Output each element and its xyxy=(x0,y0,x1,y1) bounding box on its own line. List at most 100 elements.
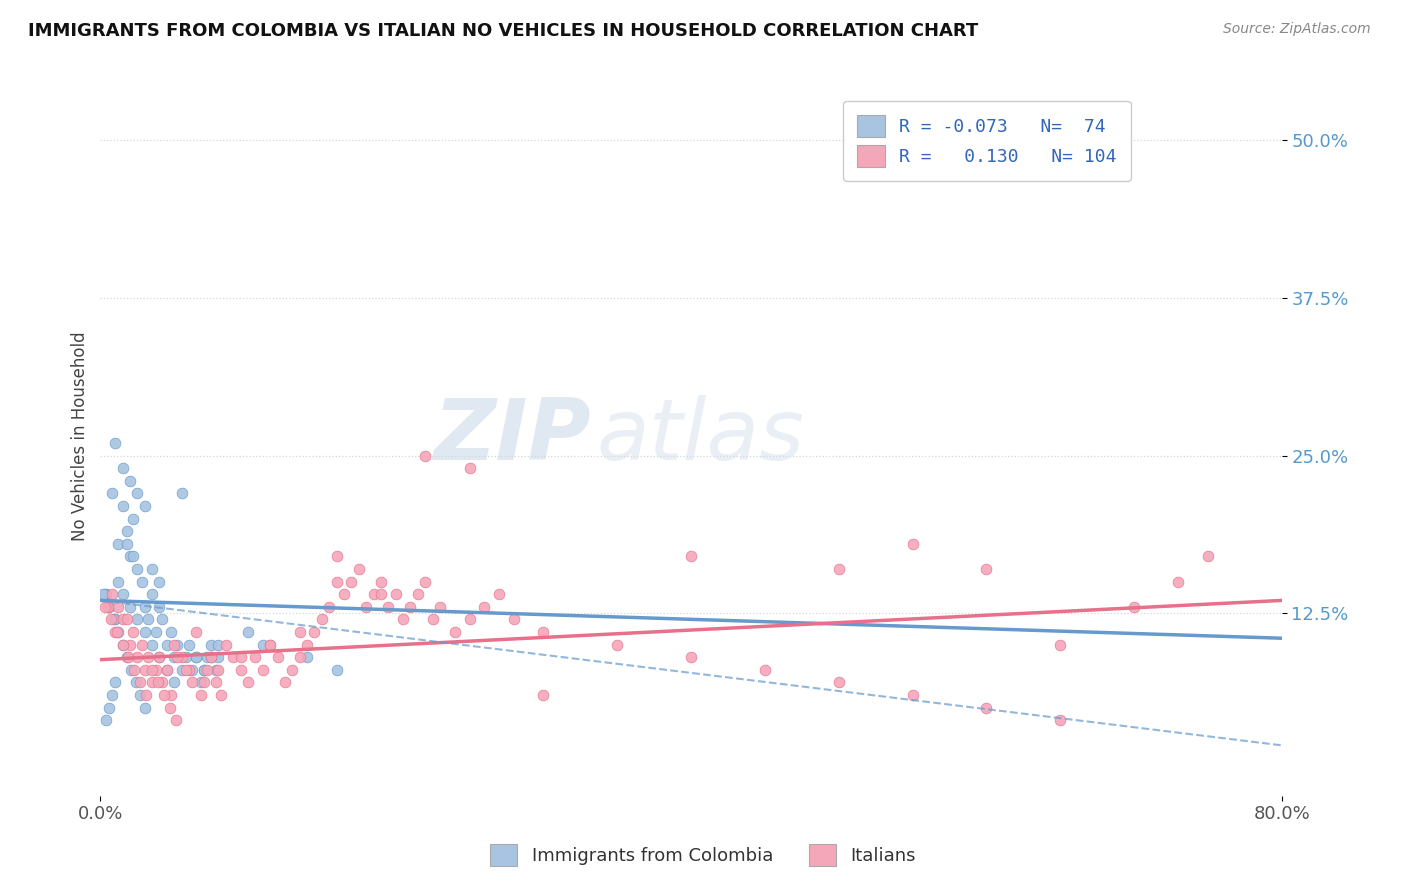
Point xyxy=(363,587,385,601)
Point xyxy=(200,638,222,652)
Point xyxy=(135,688,157,702)
Point xyxy=(101,486,124,500)
Point xyxy=(100,612,122,626)
Point xyxy=(97,599,120,614)
Point xyxy=(131,638,153,652)
Point xyxy=(136,612,159,626)
Point xyxy=(136,650,159,665)
Point xyxy=(105,624,128,639)
Point xyxy=(266,650,288,665)
Point xyxy=(207,638,229,652)
Point xyxy=(141,663,163,677)
Point xyxy=(97,599,120,614)
Point xyxy=(134,663,156,677)
Point xyxy=(204,675,226,690)
Point xyxy=(1049,713,1071,727)
Point xyxy=(288,650,311,665)
Point xyxy=(186,624,208,639)
Point xyxy=(229,663,252,677)
Point xyxy=(127,486,149,500)
Point xyxy=(901,537,924,551)
Point xyxy=(422,612,444,626)
Point xyxy=(156,663,179,677)
Point xyxy=(502,612,524,626)
Point xyxy=(1167,574,1189,589)
Point xyxy=(531,624,554,639)
Point xyxy=(134,700,156,714)
Point xyxy=(325,574,347,589)
Point xyxy=(163,675,186,690)
Point xyxy=(207,663,229,677)
Point xyxy=(141,675,163,690)
Legend: R = -0.073   N=  74, R =   0.130   N= 104: R = -0.073 N= 74, R = 0.130 N= 104 xyxy=(844,101,1130,181)
Point xyxy=(252,638,274,652)
Point xyxy=(101,688,124,702)
Point xyxy=(180,675,202,690)
Point xyxy=(91,587,114,601)
Point xyxy=(413,449,436,463)
Point xyxy=(124,663,146,677)
Point xyxy=(193,663,215,677)
Point xyxy=(236,624,259,639)
Point xyxy=(180,663,202,677)
Y-axis label: No Vehicles in Household: No Vehicles in Household xyxy=(72,332,89,541)
Point xyxy=(384,587,406,601)
Point xyxy=(118,638,141,652)
Point xyxy=(134,499,156,513)
Point xyxy=(195,650,218,665)
Point xyxy=(104,612,127,626)
Point xyxy=(443,624,465,639)
Point xyxy=(134,624,156,639)
Point xyxy=(200,650,222,665)
Legend: Immigrants from Colombia, Italians: Immigrants from Colombia, Italians xyxy=(478,831,928,879)
Point xyxy=(111,499,134,513)
Point xyxy=(207,650,229,665)
Point xyxy=(141,638,163,652)
Point xyxy=(976,700,998,714)
Point xyxy=(121,511,143,525)
Point xyxy=(127,650,149,665)
Point xyxy=(828,675,851,690)
Point xyxy=(127,562,149,576)
Point xyxy=(127,612,149,626)
Point xyxy=(406,587,429,601)
Point xyxy=(370,587,392,601)
Point xyxy=(195,663,218,677)
Point xyxy=(174,663,197,677)
Point xyxy=(111,638,134,652)
Point xyxy=(129,675,152,690)
Point xyxy=(107,574,129,589)
Point xyxy=(245,650,267,665)
Point xyxy=(156,663,179,677)
Point xyxy=(159,700,181,714)
Point xyxy=(104,436,127,450)
Point xyxy=(94,599,117,614)
Point xyxy=(177,638,200,652)
Point xyxy=(472,599,495,614)
Text: Source: ZipAtlas.com: Source: ZipAtlas.com xyxy=(1223,22,1371,37)
Point xyxy=(488,587,510,601)
Point xyxy=(354,599,377,614)
Point xyxy=(121,549,143,564)
Point xyxy=(146,675,169,690)
Point xyxy=(115,524,138,538)
Point xyxy=(101,587,124,601)
Point xyxy=(186,650,208,665)
Point xyxy=(145,624,167,639)
Point xyxy=(215,638,238,652)
Point xyxy=(170,650,193,665)
Point xyxy=(333,587,356,601)
Point xyxy=(295,638,318,652)
Point xyxy=(170,663,193,677)
Point xyxy=(111,612,134,626)
Point xyxy=(98,700,121,714)
Point xyxy=(111,587,134,601)
Point xyxy=(186,650,208,665)
Point xyxy=(340,574,363,589)
Point xyxy=(531,688,554,702)
Point xyxy=(129,688,152,702)
Point xyxy=(828,562,851,576)
Point xyxy=(121,624,143,639)
Point xyxy=(107,624,129,639)
Point xyxy=(177,663,200,677)
